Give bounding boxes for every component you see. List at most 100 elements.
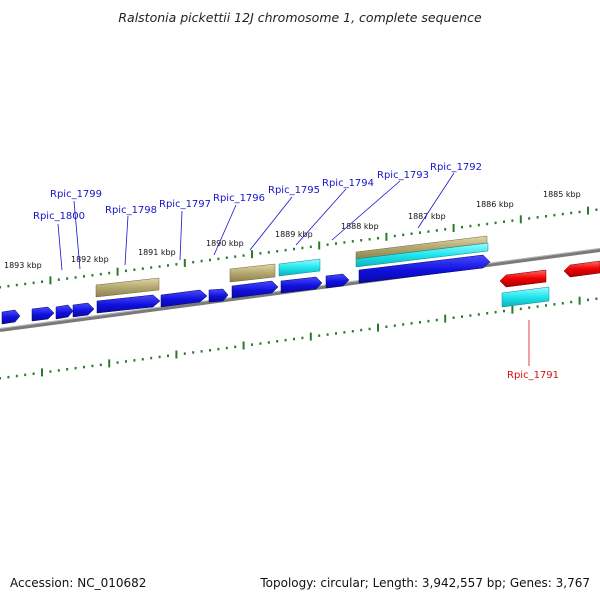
minor-tick	[301, 336, 304, 340]
minor-tick	[267, 251, 270, 254]
minor-tick	[427, 319, 430, 323]
gene-arrow[interactable]	[72, 302, 95, 318]
minor-tick	[461, 315, 463, 318]
minor-tick	[150, 356, 153, 360]
minor-tick	[276, 250, 279, 253]
forward-genes	[1, 254, 491, 325]
gene-arrow[interactable]	[358, 254, 491, 284]
minor-tick	[158, 355, 161, 359]
leader-line	[73, 200, 81, 270]
major-tick	[377, 323, 379, 332]
gene-label[interactable]: Rpic_1792	[430, 162, 482, 173]
gene-arrow-reverse[interactable]	[563, 260, 600, 278]
gene-label-reverse[interactable]: Rpic_1791	[507, 370, 559, 381]
minor-tick	[519, 307, 522, 311]
gene-arrow[interactable]	[280, 276, 323, 294]
minor-tick	[595, 208, 598, 211]
minor-tick	[15, 283, 18, 287]
minor-tick	[536, 216, 539, 219]
minor-tick	[259, 252, 262, 255]
minor-tick	[561, 302, 564, 305]
scale-label: 1888 kbp	[341, 222, 379, 231]
minor-tick	[125, 360, 127, 363]
gene-arrow[interactable]	[31, 306, 55, 322]
minor-tick	[503, 309, 505, 313]
cyan-feature	[278, 258, 321, 277]
major-tick	[309, 332, 312, 341]
minor-tick	[486, 222, 489, 226]
minor-tick	[335, 242, 337, 245]
minor-tick	[461, 225, 463, 229]
minor-tick	[175, 263, 178, 266]
minor-tick	[276, 340, 279, 343]
minor-tick	[234, 345, 237, 349]
gene-arrow[interactable]	[325, 273, 350, 289]
minor-tick	[267, 341, 270, 344]
minor-tick	[41, 280, 43, 283]
scale-label: 1891 kbp	[138, 248, 176, 257]
minor-tick	[242, 254, 245, 257]
gene-label[interactable]: Rpic_1795	[268, 185, 320, 196]
gene-arrow[interactable]	[160, 289, 208, 308]
gene-arrow[interactable]	[55, 304, 74, 320]
minor-tick	[402, 233, 405, 237]
minor-tick	[217, 257, 220, 261]
gene-label[interactable]: Rpic_1799	[50, 189, 102, 200]
accession-text: Accession: NC_010682	[10, 576, 147, 590]
scale-label: 1893 kbp	[4, 261, 42, 270]
minor-tick	[351, 330, 354, 333]
minor-tick	[326, 243, 329, 246]
scale-label: 1885 kbp	[543, 190, 581, 199]
gene-label[interactable]: Rpic_1798	[105, 205, 157, 216]
minor-tick	[368, 327, 371, 331]
major-tick	[587, 206, 589, 215]
leader-line	[124, 215, 129, 266]
gene-arrow[interactable]	[231, 280, 279, 299]
minor-tick	[494, 310, 497, 314]
gene-arrow[interactable]	[208, 288, 229, 303]
minor-tick	[419, 231, 421, 234]
minor-tick	[74, 276, 77, 279]
minor-tick	[66, 368, 69, 371]
gene-arrow-reverse[interactable]	[499, 269, 547, 288]
gene-label[interactable]: Rpic_1797	[159, 199, 211, 210]
leader-line	[179, 210, 183, 261]
scale-label: 1892 kbp	[71, 255, 109, 264]
minor-tick	[284, 248, 287, 252]
gene-label[interactable]: Rpic_1793	[377, 170, 429, 181]
minor-tick	[83, 365, 85, 369]
minor-tick	[444, 228, 447, 231]
gene-arrow[interactable]	[1, 309, 21, 325]
minor-tick	[494, 221, 497, 225]
minor-tick	[419, 321, 421, 324]
major-tick	[251, 250, 253, 259]
gene-label[interactable]: Rpic_1794	[322, 178, 374, 189]
minor-tick	[427, 230, 430, 233]
cyan-feature	[355, 242, 489, 268]
minor-tick	[301, 246, 304, 250]
major-tick	[175, 350, 178, 359]
minor-tick	[183, 352, 186, 355]
minor-tick	[368, 238, 371, 241]
scale-ticks-top	[0, 206, 598, 289]
major-tick	[511, 305, 514, 314]
gene-label[interactable]: Rpic_1796	[213, 193, 265, 204]
minor-tick	[402, 323, 405, 326]
minor-tick	[57, 278, 60, 281]
minor-tick	[595, 297, 598, 300]
minor-tick	[217, 347, 220, 351]
major-tick	[452, 224, 455, 232]
minor-tick	[150, 266, 153, 269]
scale-label: 1887 kbp	[408, 212, 446, 221]
minor-tick	[452, 316, 455, 319]
minor-tick	[15, 374, 18, 378]
minor-tick	[108, 271, 111, 275]
major-tick	[318, 241, 321, 250]
gene-label[interactable]: Rpic_1800	[33, 211, 85, 222]
leader-line	[213, 204, 237, 256]
minor-tick	[393, 324, 396, 327]
major-tick	[519, 215, 522, 224]
minor-tick	[343, 241, 346, 244]
minor-tick	[0, 286, 1, 289]
gene-arrow[interactable]	[96, 294, 161, 314]
